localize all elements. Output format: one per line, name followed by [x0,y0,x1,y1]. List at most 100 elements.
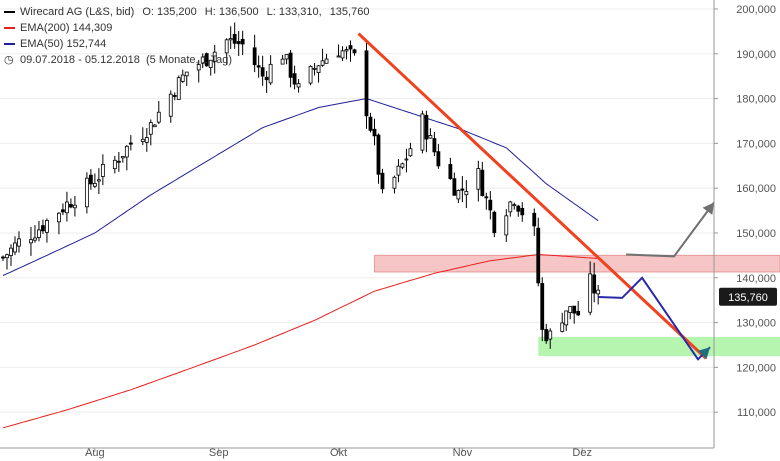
candle-body [120,156,125,159]
last-price-label-bg [719,287,777,306]
candle-body [280,58,285,65]
candle [9,244,13,266]
y-tick-label: 130,000 [736,318,776,330]
candle [484,192,489,210]
legend-ema50-swatch [4,43,15,45]
legend-instrument-row: Wirecard AG (L&S, bid) O: 135,200 H: 136… [4,4,369,20]
candle [596,285,601,305]
candle-body [596,289,601,295]
candle [208,59,213,76]
candle-body [176,77,181,100]
candle-body [340,50,345,59]
candle-body [33,237,37,241]
candle-body [252,47,257,66]
candle-body [456,190,461,200]
candle [532,208,537,236]
candle [224,38,229,65]
candle-body [588,273,593,313]
candle [340,46,345,62]
candle [96,168,101,195]
y-tick-label: 140,000 [736,273,776,285]
candle [540,277,545,342]
candle-body [464,191,469,196]
candle-body [492,211,497,234]
candle [112,155,117,174]
candle [436,144,441,169]
candle-body [420,113,425,151]
candle [464,180,469,209]
candle [352,48,357,56]
candle-body [316,65,321,74]
candle-body [45,220,49,233]
x-tick-label: Sep [209,447,229,459]
candle-body [476,168,481,190]
candle [320,48,325,67]
candle-body [196,64,201,71]
candle [180,69,185,83]
candlestick-series [1,22,601,349]
candle [88,169,93,190]
candle [204,52,209,67]
candle [576,301,581,316]
candle [312,62,317,76]
candle-body [336,55,341,58]
candle [196,59,201,83]
legend-ema200-label: EMA(200) [20,22,70,34]
candle-body [9,247,13,256]
candle [45,218,49,243]
candle-body [404,158,409,161]
candle-body [124,145,129,158]
legend-ema50-label: EMA(50) [20,38,64,50]
candle [100,154,105,186]
candle-body [544,329,549,342]
candle-body [512,204,517,207]
candle [568,306,573,320]
candle [92,173,97,189]
candle [480,161,485,197]
candle [508,200,513,217]
candle-body [256,65,261,68]
candle [144,128,149,152]
candle [364,42,369,129]
candle-body [436,151,441,167]
candle-body [288,52,293,78]
candle [368,112,373,133]
x-tick-label: Aug [85,447,105,459]
candle-body [69,204,73,208]
legend-instrument-name: Wirecard AG (L&S, bid) [20,6,135,18]
candle-body [344,49,349,52]
candle-body [396,165,401,176]
y-tick-label: 110,000 [737,407,776,419]
candle-body [140,138,145,142]
legend-close-value: 135,760 [329,6,370,18]
candle-body [368,116,373,131]
candle [308,65,313,86]
candle [69,198,73,209]
candle [548,328,553,349]
candle-body [380,172,385,190]
candle [292,65,297,90]
candle-body [348,45,353,50]
candle [84,172,89,214]
candle-body [424,114,429,140]
candle-body [532,212,537,227]
candle-body [268,63,273,84]
candle [456,189,461,204]
candle [156,100,161,125]
candle [348,40,353,62]
candle [29,227,33,256]
y-tick-label: 190,000 [736,49,776,61]
y-tick-label: 150,000 [736,228,776,240]
candle [592,262,597,303]
legend-high-label: H: [204,6,216,18]
candle [588,261,593,316]
candle [1,255,5,262]
legend-low-label: L: [266,6,276,18]
candle-body [236,41,241,45]
candle-body [484,196,489,199]
ema200-line [2,253,599,429]
y-tick-label: 160,000 [736,183,776,195]
candle [452,172,457,196]
candle [516,204,521,217]
candle-body [452,178,457,196]
